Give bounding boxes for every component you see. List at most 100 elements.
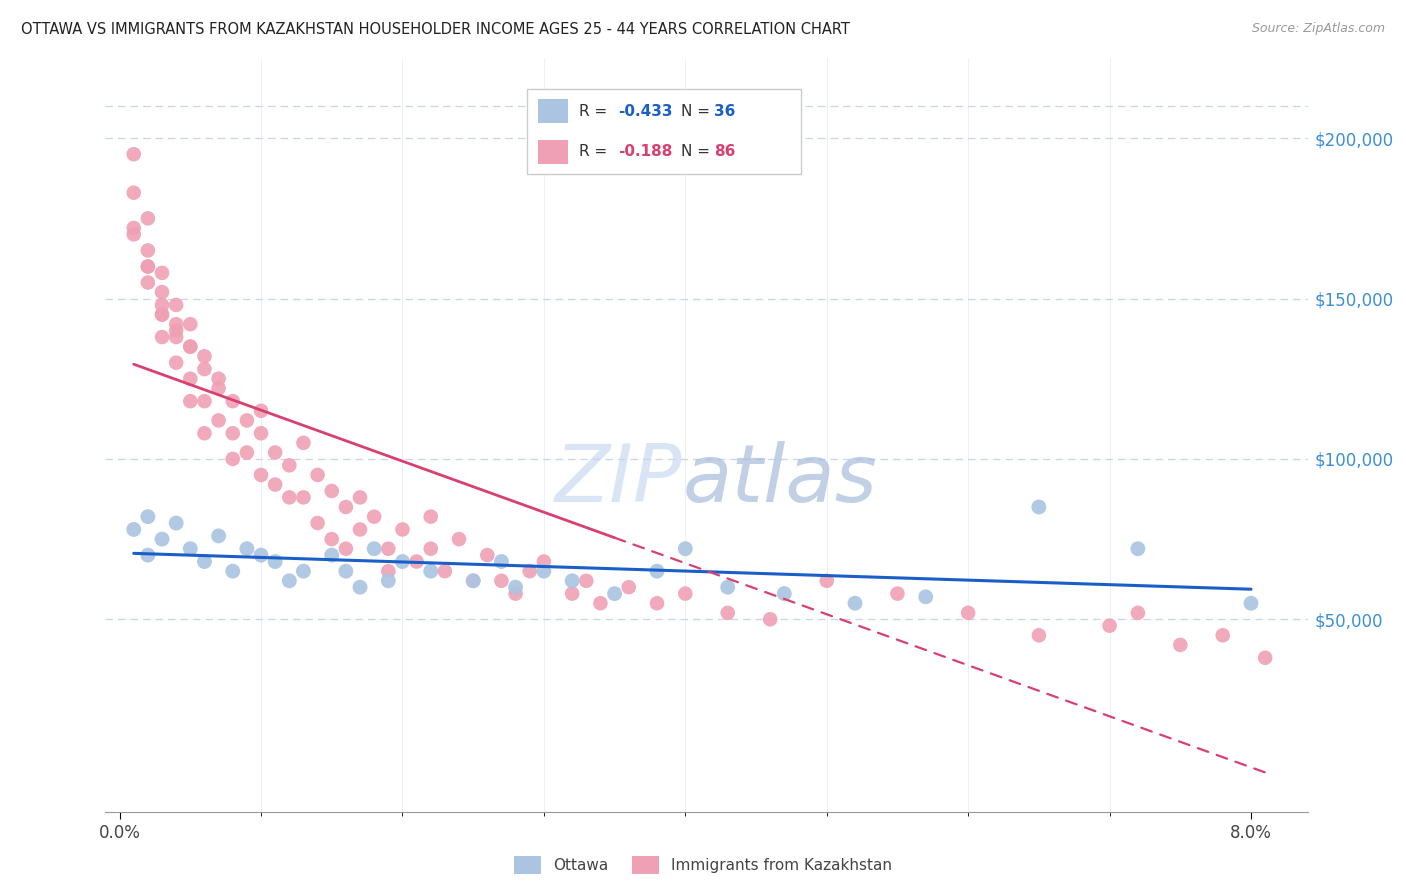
Point [193, 426, 215, 441]
Point [179, 394, 201, 409]
Point [645, 596, 668, 610]
Point [136, 211, 159, 226]
Text: R =: R = [579, 145, 613, 160]
Point [179, 340, 201, 354]
Point [533, 564, 555, 578]
Point [222, 451, 245, 466]
Point [150, 532, 173, 546]
Point [447, 532, 470, 546]
Text: 86: 86 [714, 145, 735, 160]
Point [207, 413, 229, 427]
Text: R =: R = [579, 103, 613, 119]
Point [250, 404, 273, 418]
Text: -0.433: -0.433 [617, 103, 672, 119]
Point [136, 244, 159, 258]
Point [363, 541, 385, 556]
Point [150, 308, 173, 322]
Point [136, 548, 159, 562]
Point [150, 266, 173, 280]
Point [349, 580, 371, 594]
Point [815, 574, 838, 588]
Point [122, 221, 145, 235]
Point [122, 523, 145, 537]
FancyBboxPatch shape [527, 89, 801, 174]
Point [1126, 606, 1149, 620]
Point [349, 491, 371, 505]
Text: 36: 36 [714, 103, 735, 119]
Point [1028, 500, 1050, 514]
Text: ZIP: ZIP [555, 441, 682, 519]
Point [561, 574, 583, 588]
Point [419, 564, 441, 578]
Point [236, 413, 259, 427]
Point [264, 555, 287, 569]
Point [463, 574, 485, 588]
Point [405, 555, 427, 569]
Point [519, 564, 541, 578]
Bar [538, 140, 568, 164]
Point [673, 586, 696, 600]
Point [207, 529, 229, 543]
Point [136, 509, 159, 524]
Point [321, 548, 343, 562]
Point [957, 606, 980, 620]
Point [914, 590, 936, 604]
Point [377, 574, 399, 588]
Point [193, 362, 215, 376]
Point [136, 260, 159, 274]
Point [278, 491, 301, 505]
Point [222, 564, 245, 578]
Point [773, 586, 796, 600]
Bar [538, 99, 568, 123]
Point [150, 330, 173, 344]
Point [844, 596, 866, 610]
Point [165, 356, 187, 370]
Point [1126, 541, 1149, 556]
Point [250, 426, 273, 441]
Point [193, 394, 215, 409]
Point [165, 330, 187, 344]
Point [179, 541, 201, 556]
Point [165, 298, 187, 312]
Point [150, 285, 173, 299]
Point [278, 574, 301, 588]
Point [136, 260, 159, 274]
Point [391, 523, 413, 537]
Point [645, 564, 668, 578]
Point [122, 186, 145, 200]
Point [433, 564, 456, 578]
Point [292, 491, 315, 505]
Point [717, 580, 740, 594]
Point [179, 372, 201, 386]
Point [179, 340, 201, 354]
Point [150, 308, 173, 322]
Point [759, 612, 782, 626]
Point [377, 564, 399, 578]
Point [1028, 628, 1050, 642]
Point [1212, 628, 1234, 642]
Point [136, 276, 159, 290]
Point [193, 349, 215, 363]
Point [463, 574, 485, 588]
Point [335, 564, 357, 578]
Point [193, 555, 215, 569]
Point [377, 541, 399, 556]
Point [1098, 618, 1121, 632]
Point [207, 381, 229, 395]
Point [335, 500, 357, 514]
Text: atlas: atlas [682, 441, 877, 519]
Point [363, 509, 385, 524]
Point [1168, 638, 1191, 652]
Point [264, 477, 287, 491]
Point [150, 298, 173, 312]
Point [250, 467, 273, 482]
Point [589, 596, 612, 610]
Point [122, 227, 145, 242]
Point [222, 394, 245, 409]
Text: N =: N = [681, 145, 714, 160]
Text: Source: ZipAtlas.com: Source: ZipAtlas.com [1251, 22, 1385, 36]
Point [561, 586, 583, 600]
Point [222, 426, 245, 441]
Point [292, 564, 315, 578]
Text: -0.188: -0.188 [617, 145, 672, 160]
